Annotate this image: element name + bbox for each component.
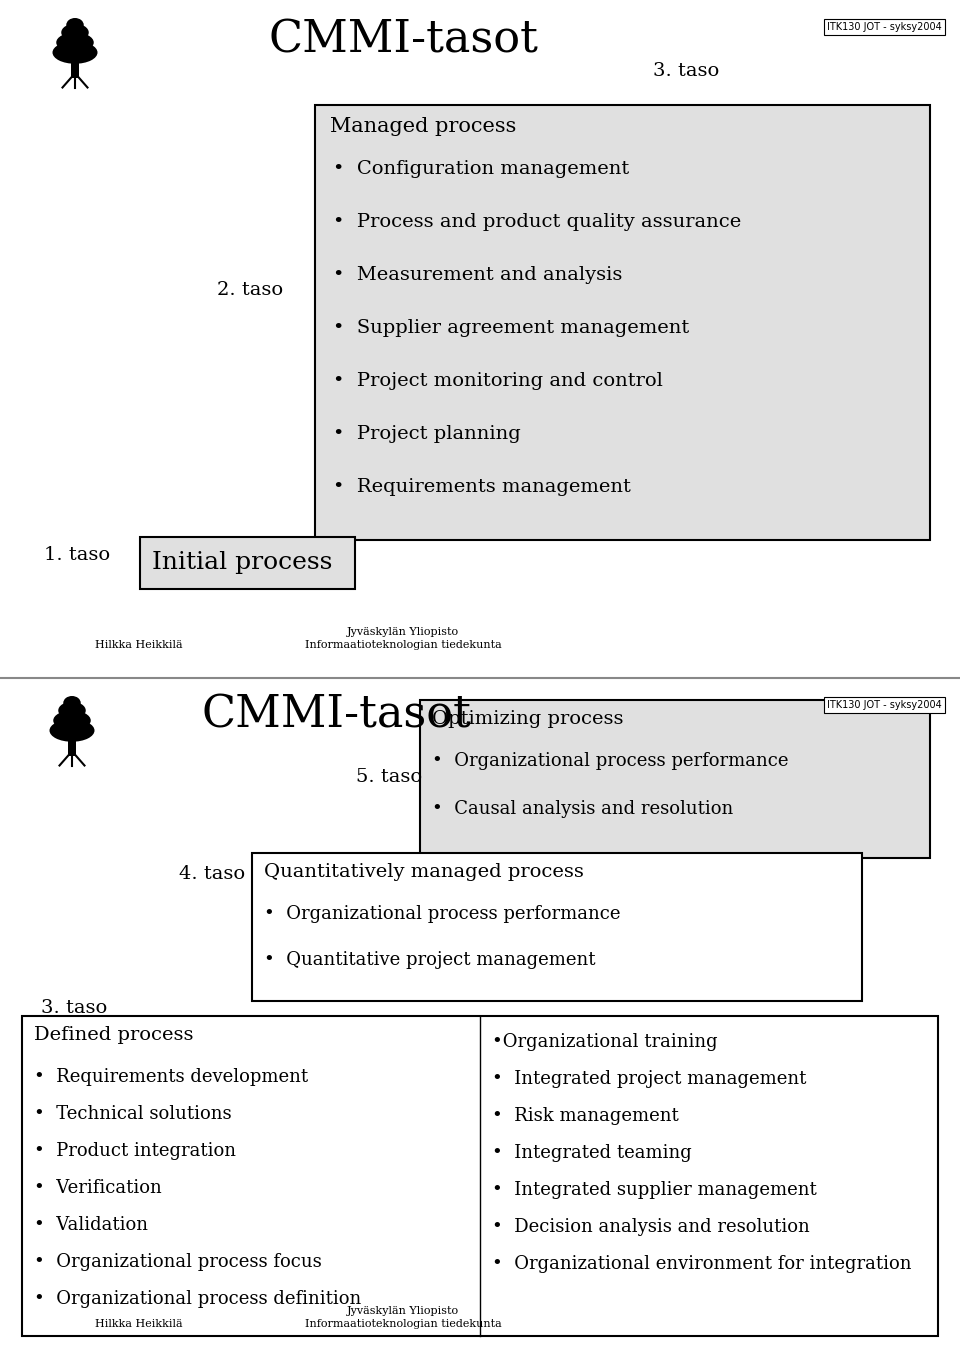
Text: •  Quantitative project management: • Quantitative project management — [264, 951, 595, 969]
Text: Managed process: Managed process — [330, 117, 516, 136]
Text: •  Process and product quality assurance: • Process and product quality assurance — [333, 213, 741, 231]
Ellipse shape — [63, 696, 81, 710]
Text: •  Organizational process performance: • Organizational process performance — [264, 905, 620, 923]
Text: •  Project planning: • Project planning — [333, 425, 520, 442]
Bar — [315, 104, 930, 540]
Bar — [420, 700, 930, 858]
Ellipse shape — [66, 18, 84, 33]
Text: •  Integrated teaming: • Integrated teaming — [492, 1144, 692, 1162]
Text: •  Validation: • Validation — [34, 1216, 148, 1234]
Text: Hilkka Heikkilä: Hilkka Heikkilä — [95, 1319, 182, 1329]
Ellipse shape — [57, 33, 94, 53]
Bar — [22, 1016, 938, 1337]
Text: •  Integrated project management: • Integrated project management — [492, 1071, 806, 1088]
Text: •  Verification: • Verification — [34, 1179, 161, 1197]
Text: 3. taso: 3. taso — [41, 999, 108, 1016]
Text: Hilkka Heikkilä: Hilkka Heikkilä — [95, 641, 182, 650]
Text: •Organizational training: •Organizational training — [492, 1033, 718, 1052]
Text: Initial process: Initial process — [152, 551, 332, 574]
Text: •  Supplier agreement management: • Supplier agreement management — [333, 319, 689, 337]
Text: 1. taso: 1. taso — [44, 546, 110, 565]
Text: Defined process: Defined process — [34, 1026, 194, 1044]
Text: •  Project monitoring and control: • Project monitoring and control — [333, 372, 662, 389]
Ellipse shape — [61, 24, 88, 41]
Ellipse shape — [59, 702, 85, 719]
Text: •  Organizational process definition: • Organizational process definition — [34, 1291, 361, 1308]
Text: 5. taso: 5. taso — [356, 768, 422, 786]
Ellipse shape — [53, 41, 98, 64]
Text: •  Requirements development: • Requirements development — [34, 1068, 308, 1086]
Text: CMMI-tasot: CMMI-tasot — [268, 18, 539, 61]
Text: •  Risk management: • Risk management — [492, 1107, 679, 1125]
Text: •  Organizational process performance: • Organizational process performance — [432, 752, 788, 769]
Text: 2. taso: 2. taso — [217, 281, 283, 299]
Text: •  Organizational process focus: • Organizational process focus — [34, 1253, 322, 1272]
Bar — [68, 738, 76, 756]
Text: •  Integrated supplier management: • Integrated supplier management — [492, 1181, 817, 1200]
Text: •  Technical solutions: • Technical solutions — [34, 1105, 231, 1124]
Text: •  Requirements management: • Requirements management — [333, 478, 631, 497]
Ellipse shape — [53, 711, 91, 730]
Text: •  Causal analysis and resolution: • Causal analysis and resolution — [432, 801, 733, 818]
Text: CMMI-tasot: CMMI-tasot — [201, 693, 471, 735]
Text: •  Decision analysis and resolution: • Decision analysis and resolution — [492, 1219, 809, 1236]
Text: Jyväskylän Yliopisto
Informaatioteknologian tiedekunta: Jyväskylän Yliopisto Informaatioteknolog… — [305, 627, 501, 650]
Text: ITK130 JOT - syksy2004: ITK130 JOT - syksy2004 — [828, 700, 942, 710]
Bar — [252, 854, 862, 1001]
Text: 4. taso: 4. taso — [179, 864, 245, 883]
Text: ITK130 JOT - syksy2004: ITK130 JOT - syksy2004 — [828, 22, 942, 33]
Ellipse shape — [50, 719, 94, 742]
Text: Jyväskylän Yliopisto
Informaatioteknologian tiedekunta: Jyväskylän Yliopisto Informaatioteknolog… — [305, 1305, 501, 1329]
Text: 3. taso: 3. taso — [653, 62, 719, 80]
Text: •  Product integration: • Product integration — [34, 1143, 236, 1160]
Text: •  Measurement and analysis: • Measurement and analysis — [333, 266, 622, 284]
Text: •  Configuration management: • Configuration management — [333, 160, 629, 178]
Bar — [71, 60, 79, 77]
Text: Optimizing process: Optimizing process — [432, 710, 623, 727]
Bar — [140, 537, 355, 589]
Text: •  Organizational environment for integration: • Organizational environment for integra… — [492, 1255, 911, 1273]
Text: Quantitatively managed process: Quantitatively managed process — [264, 863, 584, 881]
